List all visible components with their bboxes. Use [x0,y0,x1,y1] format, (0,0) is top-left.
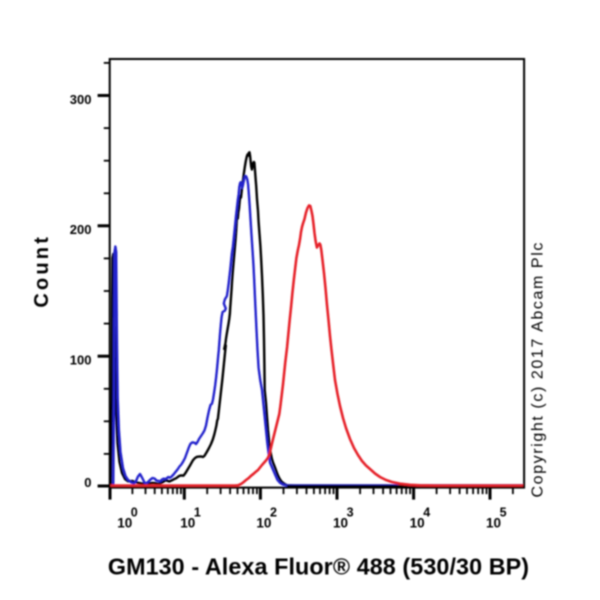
svg-text:4: 4 [423,506,430,520]
svg-text:10: 10 [486,515,501,530]
svg-text:0: 0 [131,506,138,520]
svg-text:Count: Count [31,234,53,308]
svg-text:10: 10 [180,515,195,530]
svg-text:GM130 - Alexa Fluor® 488 (530/: GM130 - Alexa Fluor® 488 (530/30 BP) [108,554,529,580]
svg-text:5: 5 [500,506,507,520]
svg-text:Copyright (c) 2017 Abcam Plc: Copyright (c) 2017 Abcam Plc [530,241,547,497]
svg-text:200: 200 [70,222,92,237]
svg-text:1: 1 [194,506,201,520]
svg-text:10: 10 [256,515,271,530]
svg-text:10: 10 [117,515,132,530]
svg-text:2: 2 [270,506,277,520]
svg-text:3: 3 [347,506,354,520]
svg-text:300: 300 [70,92,92,107]
svg-text:0: 0 [84,475,91,490]
svg-text:10: 10 [333,515,348,530]
svg-text:10: 10 [410,515,425,530]
svg-text:100: 100 [70,353,92,368]
